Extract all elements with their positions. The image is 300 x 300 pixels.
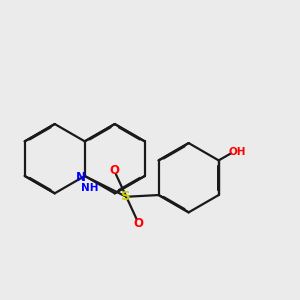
Text: OH: OH <box>229 147 247 157</box>
Text: N: N <box>76 171 85 184</box>
Text: S: S <box>122 190 131 203</box>
Text: NH: NH <box>81 183 99 193</box>
Text: O: O <box>134 217 143 230</box>
Text: O: O <box>109 164 119 177</box>
